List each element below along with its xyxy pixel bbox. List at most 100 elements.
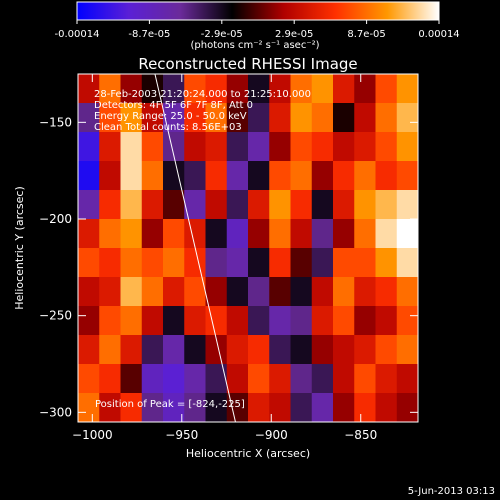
colorbar-tick-label: 2.9e-05 — [275, 29, 313, 40]
heatmap-cell — [311, 248, 334, 278]
heatmap-cell — [269, 393, 292, 422]
x-axis-label: Heliocentric X (arcsec) — [186, 447, 310, 460]
heatmap-cell — [333, 306, 355, 336]
y-tick-label: −250 — [39, 309, 72, 323]
heatmap-cell — [141, 132, 164, 162]
heatmap-cell — [163, 190, 185, 220]
heatmap-cell — [78, 219, 100, 249]
heatmap-cell — [269, 306, 292, 336]
heatmap-cell — [396, 132, 418, 162]
heatmap-cell — [120, 132, 143, 162]
heatmap-cell — [311, 277, 334, 307]
heatmap-cell — [396, 190, 418, 220]
heatmap-cell — [375, 393, 398, 422]
heatmap-cell — [248, 74, 270, 104]
heatmap-cell — [311, 190, 334, 220]
heatmap-cell — [375, 335, 398, 365]
heatmap-cell — [396, 277, 418, 307]
heatmap-cell — [248, 132, 270, 162]
heatmap-cell — [333, 161, 355, 191]
info-block: 28-Feb-2003 21:20:24.000 to 21:25:10.000… — [94, 89, 311, 133]
heatmap-cell — [163, 393, 185, 422]
heatmap-cell — [184, 306, 207, 336]
heatmap-cell — [333, 277, 355, 307]
heatmap-cell — [141, 219, 164, 249]
info-line-counts: Clean Total counts: 8.56E+03 — [94, 122, 242, 133]
heatmap-cell — [226, 277, 249, 307]
heatmap-cell — [78, 132, 100, 162]
heatmap-cell — [290, 132, 313, 162]
heatmap-cell — [163, 335, 185, 365]
heatmap-cell — [248, 219, 270, 249]
heatmap-cell — [269, 161, 292, 191]
heatmap-cell — [205, 277, 228, 307]
heatmap-cell — [396, 103, 418, 133]
heatmap-cell — [333, 393, 355, 422]
heatmap-cell — [78, 335, 100, 365]
y-tick-label: −150 — [39, 115, 72, 129]
heatmap-cell — [184, 132, 207, 162]
heatmap-cell — [99, 393, 122, 422]
x-tick-label: −900 — [255, 428, 288, 442]
heatmap-cell — [120, 248, 143, 278]
heatmap-cell — [375, 103, 398, 133]
heatmap-cell — [163, 74, 185, 104]
heatmap-cell — [248, 161, 270, 191]
heatmap-cell — [311, 103, 334, 133]
x-tick-label: −950 — [165, 428, 198, 442]
heatmap-cell — [354, 248, 377, 278]
heatmap-cell — [99, 277, 122, 307]
colorbar-tick-label: -2.9e-05 — [201, 29, 243, 40]
heatmap-cell — [248, 190, 270, 220]
heatmap-cell — [311, 74, 334, 104]
heatmap-cell — [396, 393, 418, 422]
heatmap-cell — [226, 248, 249, 278]
heatmap-cell — [311, 306, 334, 336]
heatmap-cell — [163, 277, 185, 307]
heatmap-cell — [396, 306, 418, 336]
heatmap-cell — [205, 161, 228, 191]
heatmap-cell — [99, 306, 122, 336]
heatmap-cell — [396, 248, 418, 278]
heatmap-cell — [269, 277, 292, 307]
solar-limb-line — [154, 73, 236, 423]
heatmap-cell — [226, 364, 249, 394]
heatmap-cell — [226, 74, 249, 104]
heatmap-cell — [375, 277, 398, 307]
heatmap-cell — [269, 364, 292, 394]
heatmap-cell — [184, 364, 207, 394]
heatmap-cell — [290, 219, 313, 249]
heatmap-cell — [141, 393, 164, 422]
heatmap-cell — [205, 393, 228, 422]
heatmap-cell — [120, 277, 143, 307]
colorbar-tick-label: -0.00014 — [55, 29, 100, 40]
heatmap-cell — [333, 132, 355, 162]
heatmap-cell — [269, 74, 292, 104]
info-line-energy: Energy Range: 25.0 - 50.0 keV — [94, 111, 247, 122]
info-line-detectors: Detectors: 4F 5F 6F 7F 8F, Att 0 — [94, 100, 253, 111]
peak-position-label: Position of Peak = [-824,-225] — [95, 399, 245, 410]
heatmap-cell — [290, 277, 313, 307]
heatmap-cell — [311, 132, 334, 162]
heatmap-cell — [184, 161, 207, 191]
heatmap-cell — [120, 219, 143, 249]
heatmap-cell — [311, 161, 334, 191]
heatmap-cell — [396, 74, 418, 104]
heatmap-cell — [290, 74, 313, 104]
heatmap-cell — [205, 248, 228, 278]
heatmap-cell — [375, 74, 398, 104]
heatmap-cell — [375, 306, 398, 336]
heatmap-cell — [333, 335, 355, 365]
heatmap-cell — [354, 393, 377, 422]
heatmap-cell — [396, 219, 418, 249]
heatmap-cell — [78, 103, 100, 133]
heatmap-cell — [226, 190, 249, 220]
heatmap-cell — [248, 103, 270, 133]
heatmap-cell — [396, 161, 418, 191]
heatmap-cell — [226, 306, 249, 336]
heatmap-cell — [248, 393, 270, 422]
heatmap-cell — [354, 364, 377, 394]
heatmap-cell — [375, 219, 398, 249]
heatmap-cell — [184, 190, 207, 220]
heatmap-cell — [120, 190, 143, 220]
